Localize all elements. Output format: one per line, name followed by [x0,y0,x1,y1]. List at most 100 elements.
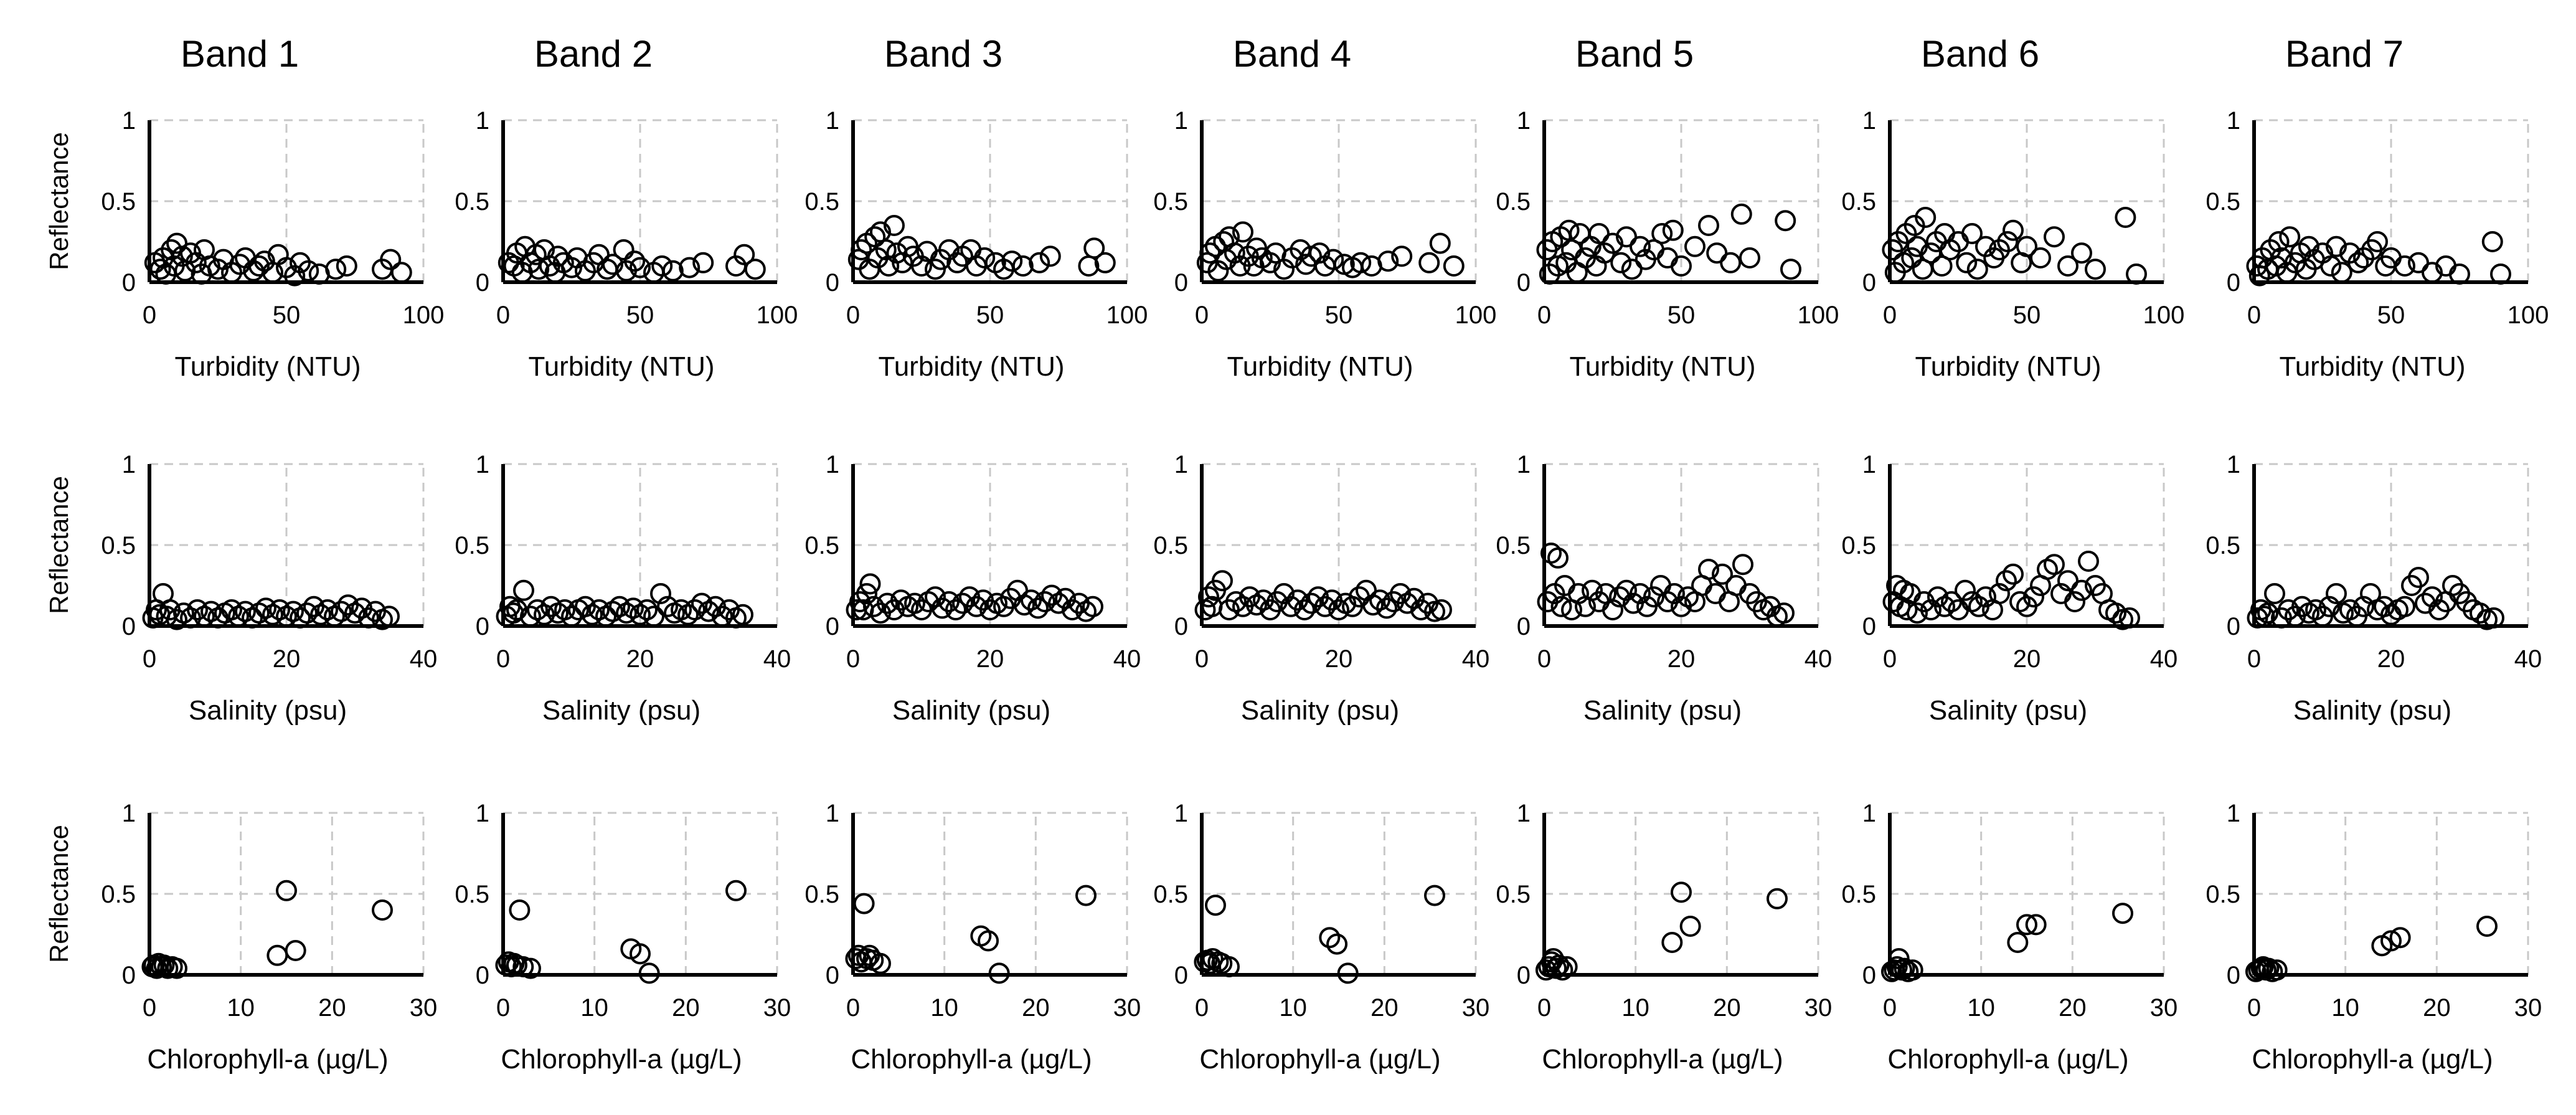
data-point [269,599,290,620]
x-axis-label: Salinity (psu) [542,695,701,726]
x-tick-label: 20 [672,994,700,1022]
x-tick-label: 0 [1537,301,1551,329]
y-tick-label: 0 [122,269,136,297]
y-tick-label: 0.5 [2206,881,2240,908]
data-point [2415,592,2436,614]
data-point [379,605,400,627]
data-point [1657,247,1678,268]
y-tick-label: 0 [2227,962,2240,989]
scatter-plot-turbidity-band-3: 0 0.5 1 0 50 100 Turbidity (NTU) [804,107,1148,382]
data-point [1609,586,1630,608]
data-point [925,586,946,608]
data-point [1273,583,1295,604]
x-tick-label: 30 [2150,994,2178,1022]
y-tick-label: 0.5 [455,188,489,216]
y-tick-label: 1 [122,107,136,135]
data-point [372,899,393,921]
x-tick-label: 0 [2247,994,2261,1022]
x-tick-label: 50 [626,301,654,329]
data-point [2023,586,2044,608]
x-tick-label: 10 [580,994,608,1022]
y-tick-label: 0.5 [1153,532,1188,559]
y-tick-label: 0.5 [1496,532,1531,559]
x-tick-label: 40 [763,645,791,673]
data-point [1376,597,1397,619]
data-point [1712,563,1733,585]
y-tick-label: 0.5 [804,188,839,216]
data-point [1706,242,1728,264]
data-point [636,599,658,620]
y-tick-label: 1 [1174,107,1188,135]
data-point [1630,583,1651,604]
data-point [2007,932,2029,953]
x-tick-label: 10 [227,994,255,1022]
data-point [149,259,171,280]
y-tick-label: 0.5 [455,881,489,908]
y-tick-label: 0 [1517,613,1531,640]
x-tick-label: 0 [1537,645,1551,673]
data-point [520,957,541,979]
data-point [2025,914,2047,936]
data-point [1055,587,1076,609]
x-tick-label: 100 [2143,301,2185,329]
data-point [325,259,347,280]
data-point [2003,219,2024,241]
data-point [1997,231,2019,252]
x-tick-label: 30 [410,994,438,1022]
data-point [1698,559,1719,580]
data-point [2264,583,2285,604]
data-point [2064,591,2085,612]
x-tick-label: 50 [1325,301,1353,329]
data-point [966,595,987,617]
band-title: Band 1 [180,33,300,75]
y-tick-label: 0.5 [1153,188,1188,216]
y-tick-label: 1 [1174,451,1188,478]
y-tick-label: 0 [826,269,839,297]
x-tick-label: 40 [1113,645,1141,673]
x-tick-label: 40 [410,645,438,673]
x-axis-label: Turbidity (NTU) [878,351,1064,382]
data-point [856,583,877,604]
scatter-plot-salinity-band-4: 0 0.5 1 0 20 40 Salinity (psu) [1153,451,1489,726]
data-point [513,579,534,601]
scatter-plot-turbidity-band-4: 0 0.5 1 0 50 100 Turbidity (NTU) [1153,107,1496,382]
data-point [276,880,297,901]
y-tick-label: 0 [1517,962,1531,989]
data-point [1568,583,1589,604]
data-point [974,247,996,268]
data-point [1294,599,1315,620]
y-tick-label: 1 [2227,451,2240,478]
data-point [2266,959,2288,981]
data-point [1920,599,1941,620]
data-point [201,600,222,622]
x-tick-label: 30 [2514,994,2542,1022]
x-tick-label: 40 [1805,645,1833,673]
data-point [875,239,897,260]
data-point [1956,252,1978,273]
x-tick-label: 10 [2331,994,2359,1022]
data-point [863,595,884,617]
data-point [561,605,582,627]
x-axis-label: Salinity (psu) [1241,695,1399,726]
y-tick-label: 0.5 [1496,188,1531,216]
data-point [1232,221,1253,243]
data-point [1039,245,1061,267]
data-point [1309,242,1331,264]
scatter-plot-salinity-band-2: 0 0.5 1 0 20 40 Salinity (psu) [455,451,791,726]
x-tick-label: 0 [2247,301,2261,329]
data-point [1404,587,1425,609]
x-tick-label: 10 [1621,994,1649,1022]
data-point [298,260,319,282]
data-point [1548,954,1570,976]
data-point [932,597,953,619]
data-point [1443,255,1465,277]
y-tick-label: 0.5 [1153,881,1188,908]
data-point [2298,235,2319,257]
x-tick-label: 100 [1106,301,1148,329]
data-point [1224,242,1245,264]
data-point [1314,595,1336,617]
data-point [692,252,714,273]
data-point [1029,252,1050,273]
data-point [643,605,664,627]
